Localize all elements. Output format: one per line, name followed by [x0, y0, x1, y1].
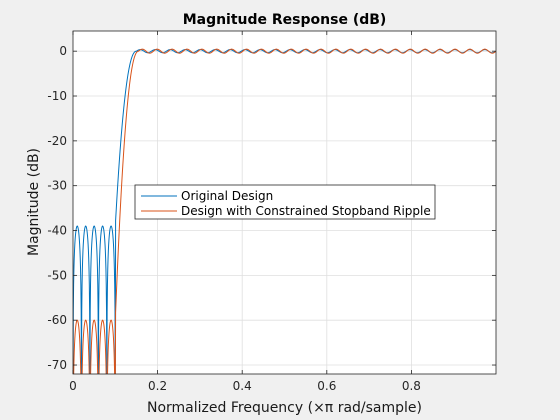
x-tick-label: 0.2: [148, 379, 167, 393]
y-tick-label: -30: [47, 179, 67, 193]
plot-frame: [72, 30, 497, 375]
y-tick-label: -50: [47, 268, 67, 282]
x-tick-label: 0.4: [233, 379, 252, 393]
legend-box: [134, 184, 436, 220]
series-line-constrained: [73, 48, 496, 374]
y-axis-label: Magnitude (dB): [26, 148, 42, 256]
plot-curves: [73, 48, 496, 374]
x-axis-label: Normalized Frequency (×π rad/sample): [147, 400, 422, 416]
axis-ticks: 0 0.2 0.4 0.6 0.8 0 -10 -20 -30 -40 -50 -60 -70: [47, 31, 496, 393]
x-tick-label: 0.8: [402, 379, 421, 393]
y-tick-label: 0: [59, 44, 67, 58]
x-tick-label: 0: [69, 379, 77, 393]
y-tick-label: -60: [47, 313, 67, 327]
y-tick-label: -70: [47, 358, 67, 372]
y-tick-label: -20: [47, 134, 67, 148]
legend: Original Design Design with Constrained …: [134, 184, 436, 220]
y-tick-label: -10: [47, 89, 67, 103]
legend-label-constrained: Design with Constrained Stopband Ripple: [181, 204, 431, 218]
chart-title: Magnitude Response (dB): [183, 12, 387, 28]
x-tick-label: 0.6: [317, 379, 336, 393]
legend-label-original: Original Design: [181, 189, 273, 203]
y-tick-label: -40: [47, 224, 67, 238]
